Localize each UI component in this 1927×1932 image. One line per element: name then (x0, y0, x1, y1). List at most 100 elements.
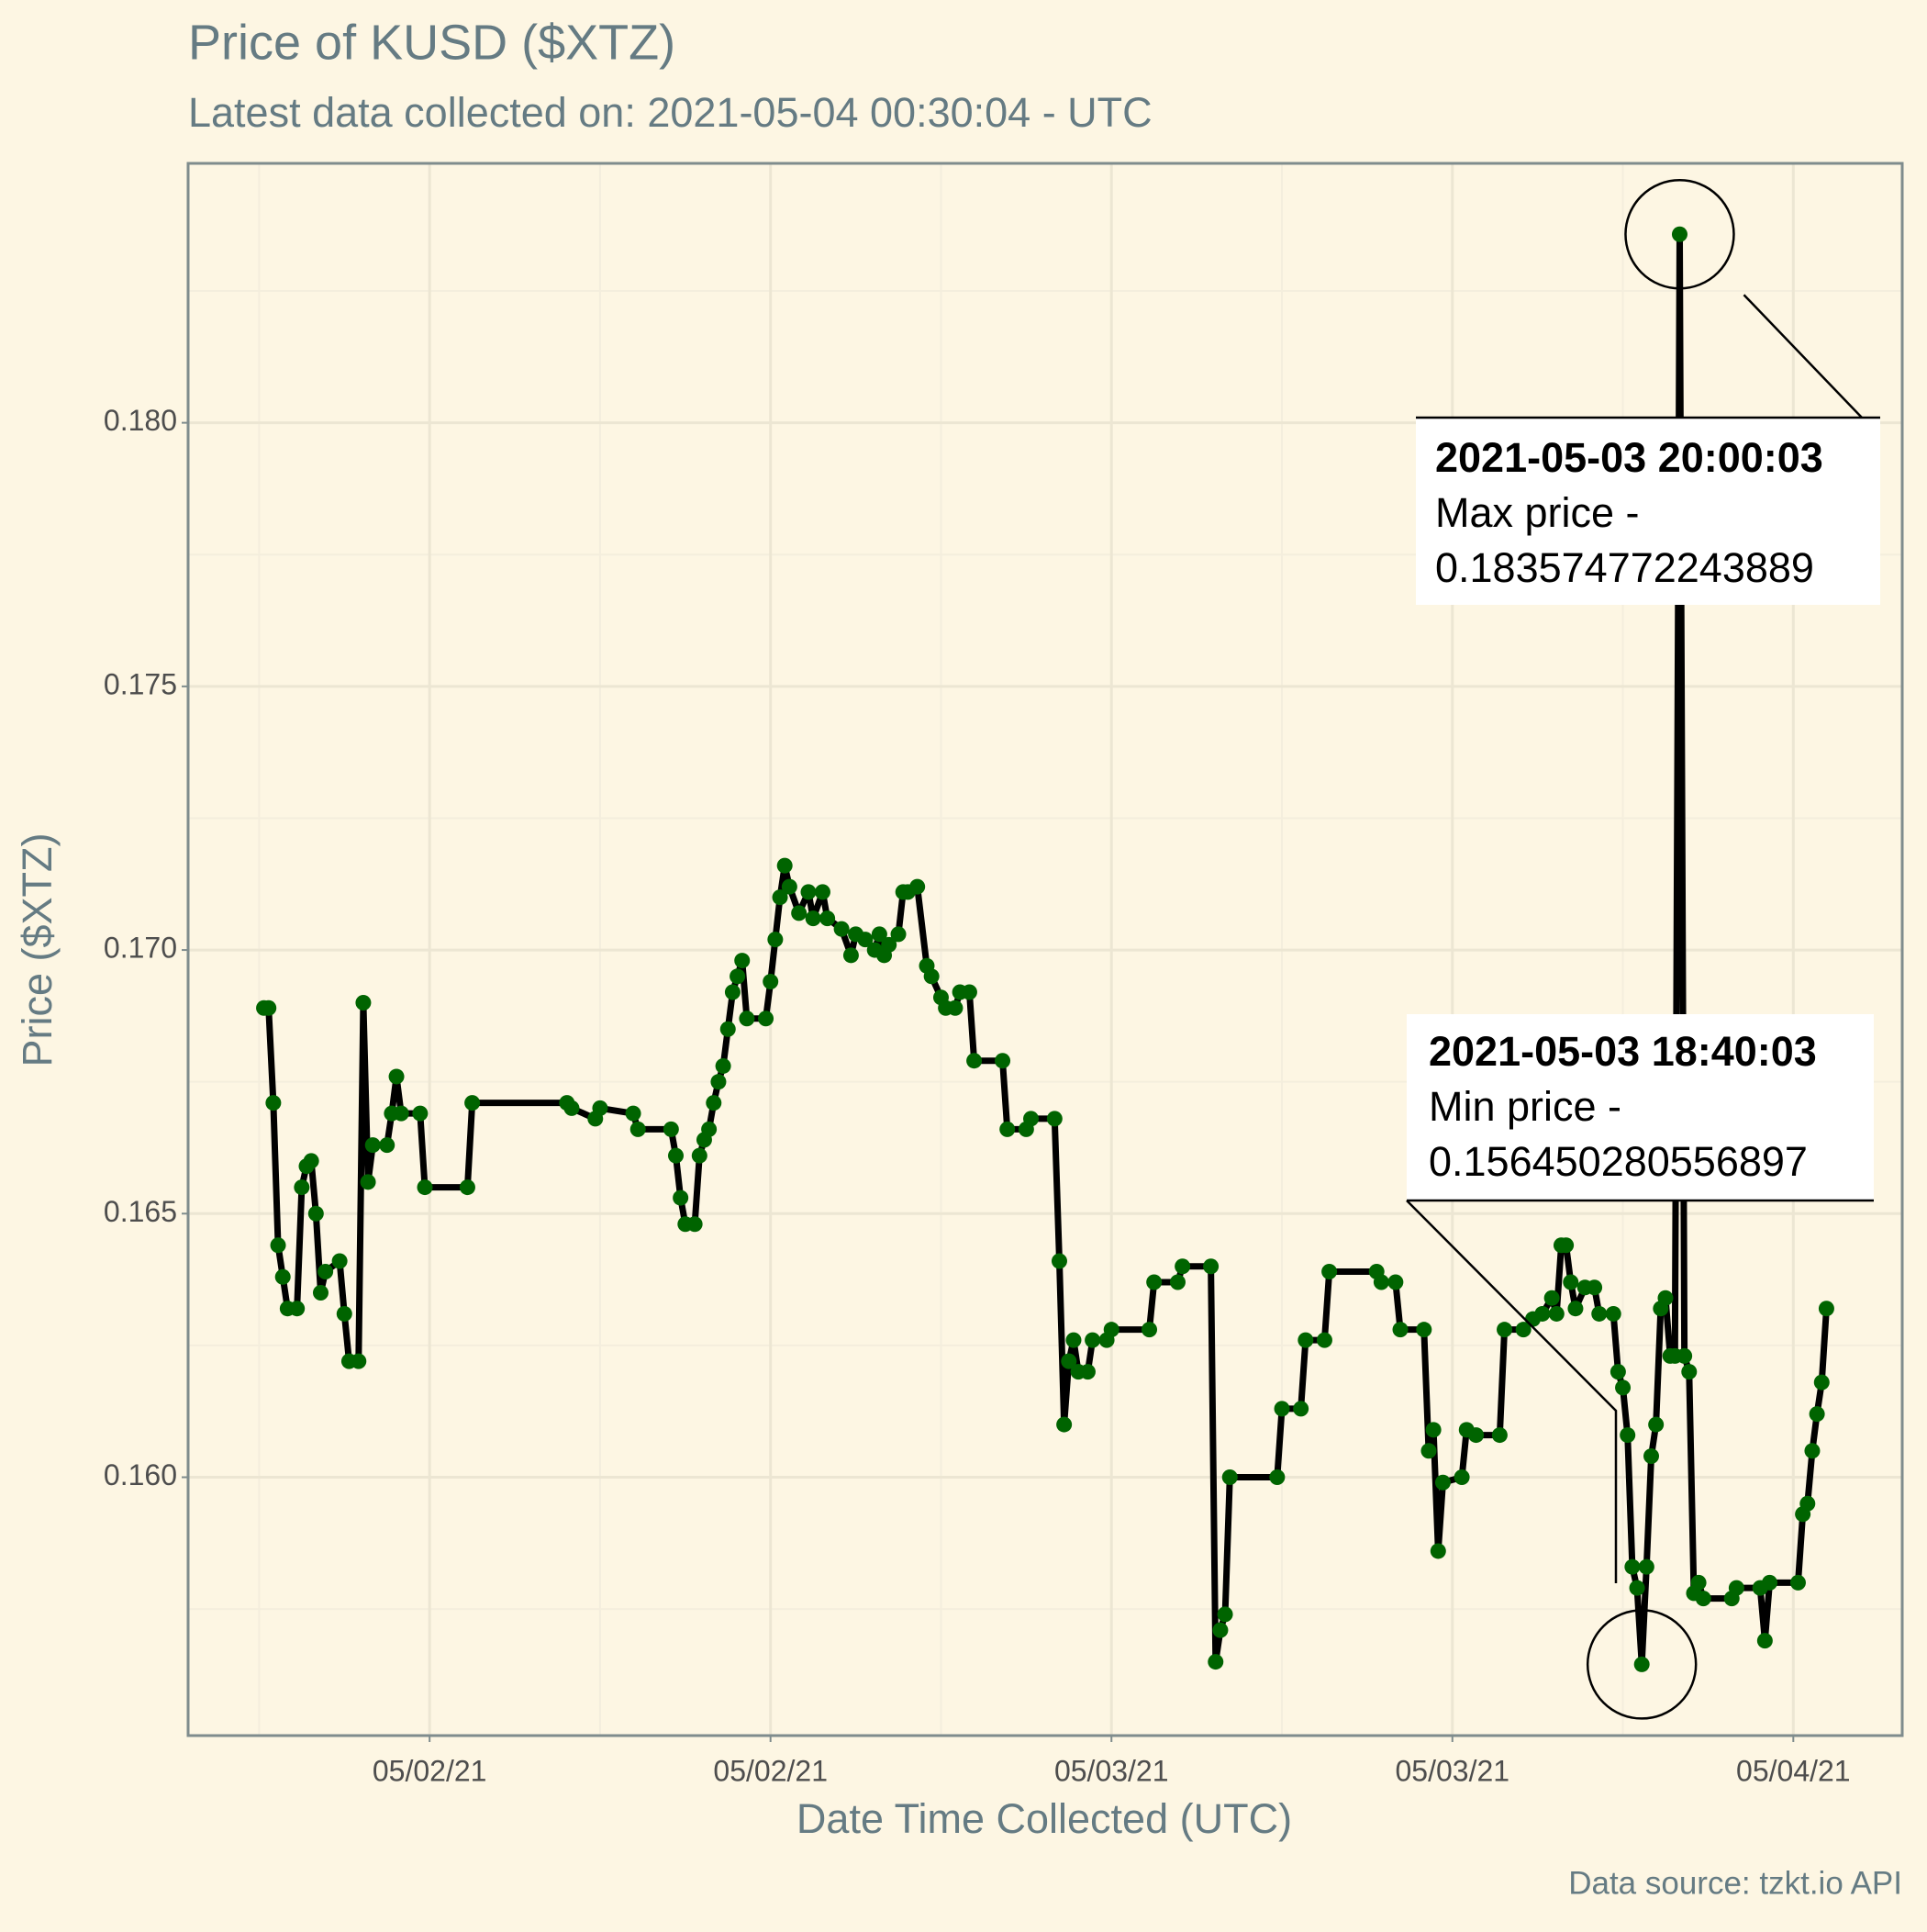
annotation-box (1416, 418, 1880, 605)
price-point (1671, 226, 1688, 242)
price-point (1142, 1322, 1158, 1338)
price-point (459, 1179, 475, 1196)
price-point (1425, 1422, 1442, 1438)
callout-line (1406, 1200, 1618, 1583)
price-point (739, 1011, 755, 1027)
price-point (995, 1053, 1011, 1069)
price-point (909, 878, 926, 895)
price-point (1762, 1574, 1778, 1591)
x-tick-label: 05/03/21 (1054, 1754, 1169, 1787)
price-point (1023, 1111, 1040, 1127)
price-point (1103, 1322, 1119, 1338)
price-point (274, 1268, 291, 1285)
price-point (1274, 1401, 1290, 1417)
price-point (1804, 1443, 1821, 1459)
price-point (331, 1253, 348, 1269)
price-point (715, 1057, 731, 1074)
price-point (1321, 1263, 1338, 1279)
price-point (307, 1205, 324, 1222)
price-point (734, 953, 751, 969)
price-point (1208, 1654, 1224, 1670)
chart-title: Price of KUSD ($XTZ) (188, 15, 675, 70)
price-point (819, 910, 836, 927)
y-tick-label: 0.160 (104, 1458, 177, 1491)
price-point (1789, 1574, 1806, 1591)
price-point (805, 910, 821, 927)
annotation-box (1407, 1014, 1874, 1201)
price-point (261, 1000, 277, 1016)
price-point (270, 1237, 286, 1254)
price-point (1392, 1322, 1409, 1338)
price-point (1491, 1427, 1508, 1444)
price-point (312, 1284, 329, 1301)
price-point (294, 1179, 310, 1196)
price-point (1454, 1469, 1470, 1486)
price-point (379, 1137, 395, 1154)
price-point (724, 984, 741, 1000)
price-point (776, 857, 793, 874)
price-point (1690, 1574, 1707, 1591)
price-point (629, 1121, 646, 1137)
price-point (1046, 1111, 1063, 1127)
x-tick-label: 05/04/21 (1736, 1754, 1851, 1787)
x-tick-label: 05/02/21 (373, 1754, 487, 1787)
callout-line (1743, 294, 1863, 419)
y-axis-title: Price ($XTZ) (14, 832, 61, 1067)
price-point (966, 1053, 983, 1069)
price-point (1615, 1379, 1632, 1396)
price-point (1316, 1332, 1332, 1348)
price-point (1728, 1580, 1744, 1596)
price-point (881, 936, 897, 953)
price-point (710, 1074, 727, 1090)
price-point (1610, 1364, 1626, 1380)
price-point (961, 984, 977, 1000)
price-point (890, 926, 907, 943)
price-point (814, 884, 830, 900)
price-point (1543, 1290, 1560, 1306)
price-point (1633, 1656, 1650, 1672)
price-point (1146, 1274, 1163, 1290)
price-point (1567, 1301, 1584, 1317)
highlight-circle (1624, 179, 1735, 290)
price-point (1468, 1427, 1485, 1444)
price-point (1548, 1305, 1565, 1322)
price-point (842, 947, 859, 964)
price-point (355, 995, 372, 1011)
price-point (364, 1137, 381, 1154)
annotation-text: 0.183574772243889 (1435, 544, 1814, 591)
price-point (1591, 1305, 1608, 1322)
price-point (464, 1095, 481, 1111)
x-axis-title: Date Time Collected (UTC) (796, 1795, 1292, 1842)
price-point (625, 1105, 641, 1122)
price-point (947, 1000, 964, 1016)
price-point (1420, 1443, 1437, 1459)
price-point (1818, 1301, 1834, 1317)
price-point (923, 968, 940, 985)
price-point (1056, 1416, 1073, 1433)
price-point (1298, 1332, 1314, 1348)
price-point (800, 884, 817, 900)
annotation-text: Min price - (1429, 1083, 1621, 1130)
price-point (1430, 1543, 1446, 1559)
price-point (1085, 1332, 1101, 1348)
price-point (719, 1021, 736, 1037)
price-point (1269, 1469, 1286, 1486)
price-point (1051, 1253, 1067, 1269)
price-point (1203, 1258, 1220, 1275)
price-point (1638, 1558, 1654, 1575)
price-point (673, 1189, 689, 1206)
price-point (351, 1353, 367, 1369)
price-point (360, 1174, 376, 1190)
x-tick-label: 05/03/21 (1395, 1754, 1509, 1787)
price-point (1657, 1290, 1674, 1306)
price-point (767, 932, 784, 948)
price-point (1756, 1633, 1773, 1649)
price-point (388, 1068, 405, 1085)
y-tick-label: 0.175 (104, 667, 177, 700)
price-point (1061, 1353, 1077, 1369)
price-point (336, 1305, 352, 1322)
price-point (772, 889, 788, 906)
price-point (763, 974, 779, 990)
